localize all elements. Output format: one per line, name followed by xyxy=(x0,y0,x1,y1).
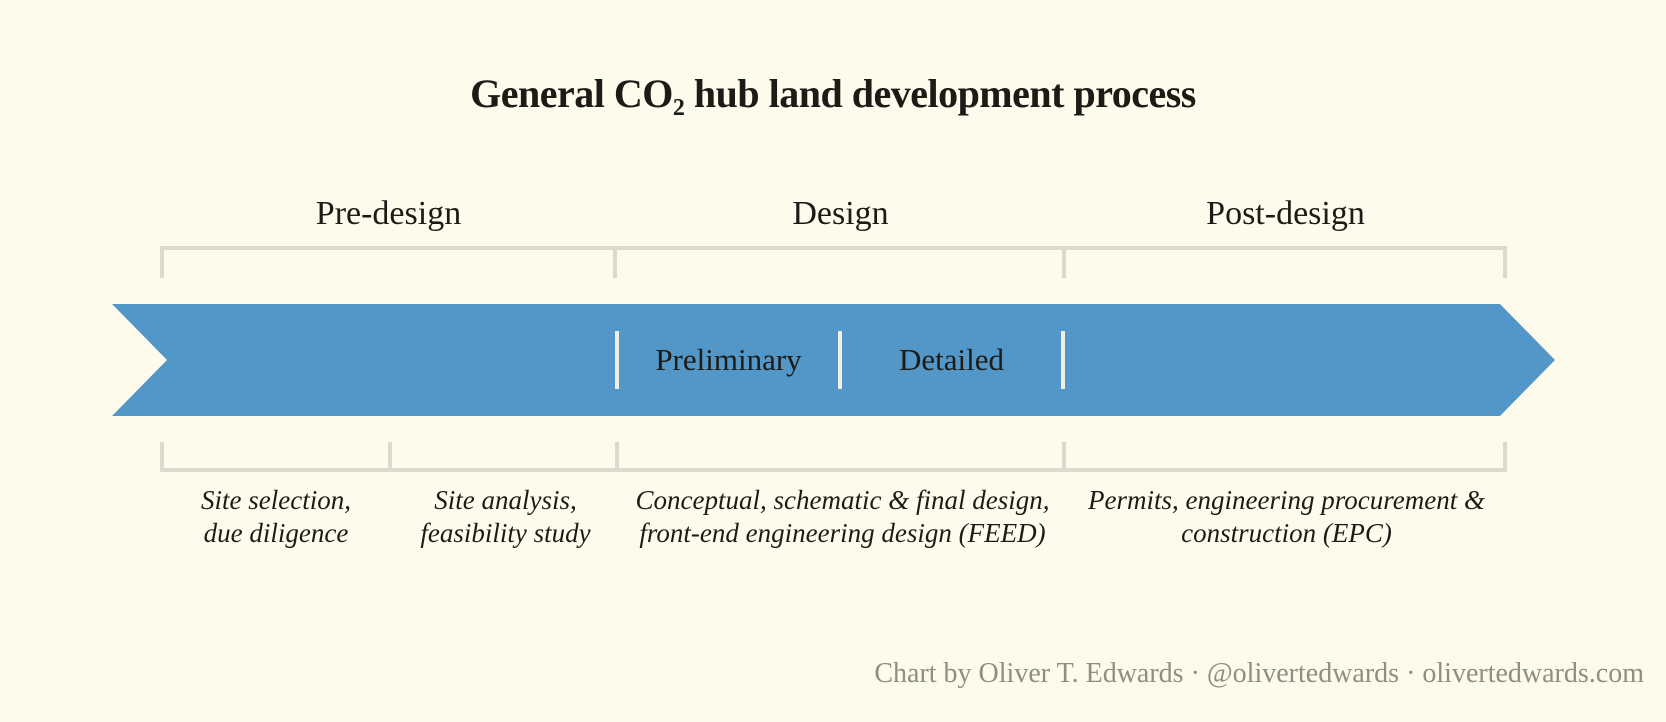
credit-line: Chart by Oliver T. Edwards · @olivertedw… xyxy=(874,658,1644,689)
top-bracket-tick xyxy=(160,246,164,278)
top-bracket-tick xyxy=(1503,246,1507,278)
arrow-label-preliminary: Preliminary xyxy=(655,342,802,377)
activity-line: feasibility study xyxy=(420,518,591,548)
activity-line: Permits, engineering procurement & xyxy=(1088,485,1485,515)
activity-line: Site analysis, xyxy=(434,485,577,515)
activity-site-selection: Site selection, due diligence xyxy=(160,484,392,550)
activity-line: Conceptual, schematic & final design, xyxy=(635,485,1050,515)
top-bracket-tick xyxy=(1062,246,1066,278)
activity-design-feed: Conceptual, schematic & final design, fr… xyxy=(619,484,1066,550)
process-arrow xyxy=(112,304,1555,416)
phase-label-pre-design: Pre-design xyxy=(315,195,462,232)
activity-line: Site selection, xyxy=(201,485,351,515)
bottom-bracket-tick xyxy=(388,442,392,472)
top-bracket-line xyxy=(160,246,1507,250)
phase-label-post-design: Post-design xyxy=(1206,195,1365,232)
arrow-divider xyxy=(838,331,842,389)
arrow-divider xyxy=(1061,331,1065,389)
arrow-label-detailed: Detailed xyxy=(898,342,1004,377)
activity-line: due diligence xyxy=(203,518,349,548)
activity-permits-epc: Permits, engineering procurement & const… xyxy=(1066,484,1507,550)
bottom-bracket-tick xyxy=(160,442,164,472)
activity-site-analysis: Site analysis, feasibility study xyxy=(392,484,619,550)
activity-line: construction (EPC) xyxy=(1181,518,1392,548)
top-bracket-tick xyxy=(613,246,617,278)
page-title: General CO₂ hub land development process xyxy=(470,71,1196,116)
phase-label-design: Design xyxy=(792,195,889,232)
bottom-bracket-tick xyxy=(615,442,619,472)
activity-line: front-end engineering design (FEED) xyxy=(639,518,1046,548)
bottom-bracket-tick xyxy=(1062,442,1066,472)
bottom-bracket-tick xyxy=(1503,442,1507,472)
arrow-divider xyxy=(615,331,619,389)
bottom-bracket-line xyxy=(160,468,1507,472)
